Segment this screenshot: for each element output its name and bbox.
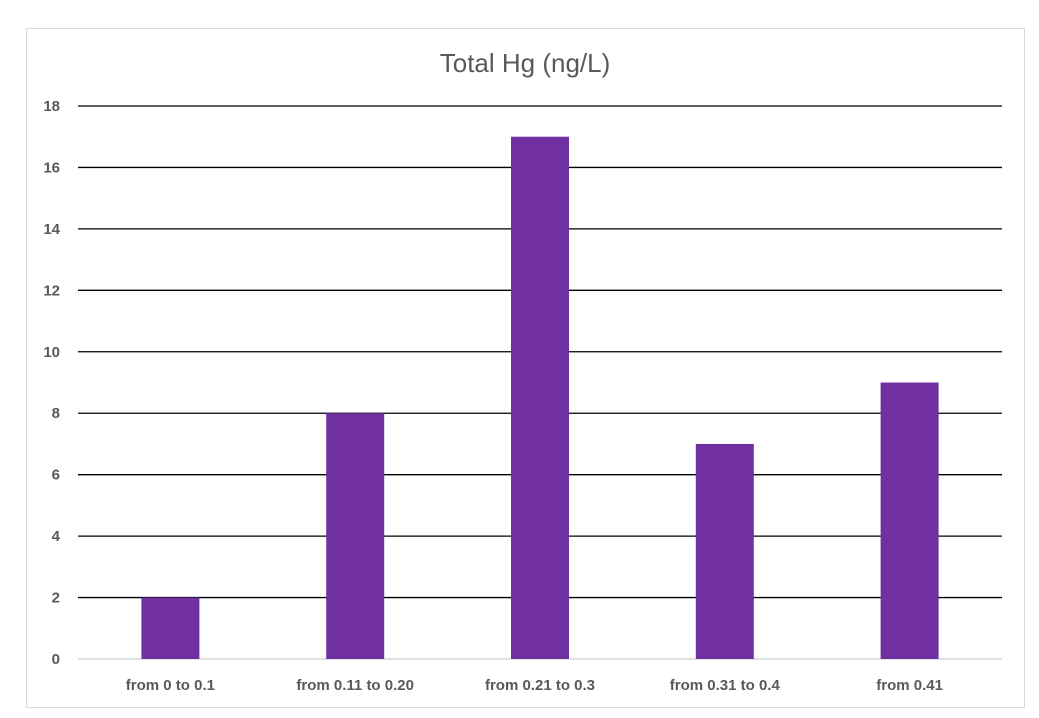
- x-tick-label: from 0.11 to 0.20: [296, 677, 414, 694]
- x-axis-ticks: from 0 to 0.1 from 0.11 to 0.20 from 0.21 …: [126, 677, 943, 694]
- x-tick-label: from 0.41: [876, 677, 943, 694]
- y-tick-label: 10: [43, 344, 60, 361]
- y-axis-ticks: 0 2 4 6 8 10 12 14 16 18: [43, 98, 60, 668]
- bar: [141, 597, 200, 659]
- y-tick-label: 6: [52, 467, 60, 484]
- x-tick-label: from 0.21 to 0.3: [485, 677, 595, 694]
- y-tick-label: 2: [52, 590, 60, 607]
- y-tick-label: 14: [43, 221, 60, 238]
- x-tick-label: from 0 to 0.1: [126, 677, 215, 694]
- y-tick-label: 12: [43, 282, 60, 299]
- y-tick-label: 0: [52, 651, 60, 668]
- y-tick-label: 4: [52, 528, 61, 545]
- bars: [141, 136, 939, 659]
- y-tick-label: 8: [52, 405, 60, 422]
- y-tick-label: 16: [43, 159, 60, 176]
- chart-title: Total Hg (ng/L): [440, 48, 611, 78]
- x-tick-label: from 0.31 to 0.4: [670, 677, 781, 694]
- bar: [326, 413, 385, 659]
- y-tick-label: 18: [43, 98, 60, 115]
- bar: [880, 382, 939, 659]
- bar: [695, 443, 754, 659]
- bar: [511, 136, 569, 659]
